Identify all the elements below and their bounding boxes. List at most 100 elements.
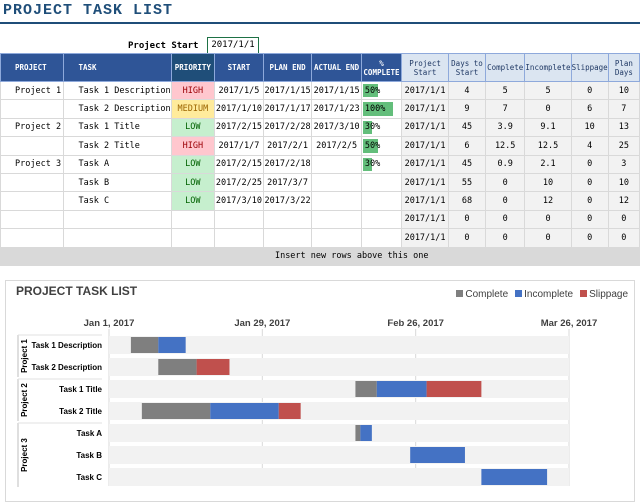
priority-cell[interactable]: LOW [170,191,216,211]
complete-cell[interactable]: 5 [484,80,526,101]
slippage-cell[interactable]: 0 [570,154,609,174]
pct-complete-cell[interactable] [360,191,403,211]
project-cell[interactable]: Project 2 [0,117,65,138]
plan-days-cell[interactable]: 25 [607,136,640,156]
table-row[interactable]: Task C LOW 2017/3/10 2017/3/22 2017/1/1 68 0 12… [0,191,640,211]
project-start-cell[interactable]: 2017/1/1 [401,117,449,138]
plan-end-cell[interactable] [262,209,313,230]
incomplete-cell[interactable]: 10 [524,172,572,193]
slippage-cell[interactable]: 4 [570,136,609,156]
pct-complete-cell[interactable]: 30% [360,117,403,138]
project-start-cell[interactable]: 2017/1/1 [401,228,449,248]
pct-complete-cell[interactable] [360,228,403,248]
table-row[interactable]: 2017/1/1 0 0 0 0 0 [0,209,640,230]
pct-complete-cell[interactable]: 100% [360,99,403,119]
days-to-start-cell[interactable]: 9 [448,99,486,119]
start-cell[interactable]: 2017/3/10 [214,191,264,211]
start-cell[interactable]: 2017/2/25 [214,172,264,193]
start-cell[interactable]: 2017/1/7 [214,136,264,156]
project-start-cell[interactable]: 2017/1/1 [401,99,449,119]
task-cell[interactable]: Task 1 Title [63,117,172,138]
start-cell[interactable] [214,209,264,230]
task-cell[interactable]: Task A [63,154,172,174]
project-start-input[interactable]: 2017/1/1 [207,37,259,54]
actual-end-cell[interactable] [311,228,362,248]
priority-cell[interactable]: LOW [170,154,216,174]
incomplete-cell[interactable]: 0 [524,209,572,230]
days-to-start-cell[interactable]: 45 [448,154,486,174]
table-row[interactable]: Project 3 Task A LOW 2017/2/15 2017/2/18 30% 2… [0,154,640,174]
slippage-cell[interactable]: 0 [570,80,609,101]
project-start-cell[interactable]: 2017/1/1 [401,154,449,174]
project-cell[interactable]: Project 3 [0,154,65,174]
plan-end-cell[interactable]: 2017/1/17 [262,99,313,119]
actual-end-cell[interactable]: 2017/2/5 [311,136,362,156]
pct-complete-cell[interactable] [360,172,403,193]
table-row[interactable]: Task 2 Description MEDIUM 2017/1/10 2017/1/… [0,99,640,119]
priority-cell[interactable]: MEDIUM [170,99,216,119]
actual-end-cell[interactable] [311,191,362,211]
pct-complete-cell[interactable]: 30% [360,154,403,174]
start-cell[interactable] [214,228,264,248]
actual-end-cell[interactable] [311,154,362,174]
project-cell[interactable] [0,209,65,230]
plan-days-cell[interactable]: 0 [607,228,640,248]
priority-cell[interactable] [170,228,216,248]
days-to-start-cell[interactable]: 45 [448,117,486,138]
priority-cell[interactable]: HIGH [170,136,216,156]
task-cell[interactable] [63,209,172,230]
priority-cell[interactable]: LOW [170,117,216,138]
slippage-cell[interactable]: 0 [570,209,609,230]
slippage-cell[interactable]: 0 [570,228,609,248]
incomplete-cell[interactable]: 12.5 [524,136,572,156]
project-start-cell[interactable]: 2017/1/1 [401,80,449,101]
plan-days-cell[interactable]: 12 [607,191,640,211]
actual-end-cell[interactable] [311,172,362,193]
project-start-cell[interactable]: 2017/1/1 [401,172,449,193]
complete-cell[interactable]: 0 [484,191,526,211]
days-to-start-cell[interactable]: 68 [448,191,486,211]
actual-end-cell[interactable] [311,209,362,230]
task-cell[interactable]: Task C [63,191,172,211]
table-row[interactable]: Project 2 Task 1 Title LOW 2017/2/15 2017/2/… [0,117,640,138]
priority-cell[interactable]: LOW [170,172,216,193]
days-to-start-cell[interactable]: 4 [448,80,486,101]
complete-cell[interactable]: 3.9 [484,117,526,138]
start-cell[interactable]: 2017/1/5 [214,80,264,101]
actual-end-cell[interactable]: 2017/1/23 [311,99,362,119]
plan-days-cell[interactable]: 10 [607,80,640,101]
actual-end-cell[interactable]: 2017/3/10 [311,117,362,138]
plan-end-cell[interactable]: 2017/2/28 [262,117,313,138]
project-cell[interactable] [0,228,65,248]
table-row[interactable]: 2017/1/1 0 0 0 0 0 [0,228,640,248]
plan-end-cell[interactable]: 2017/3/7 [262,172,313,193]
incomplete-cell[interactable]: 12 [524,191,572,211]
complete-cell[interactable]: 0 [484,209,526,230]
start-cell[interactable]: 2017/2/15 [214,154,264,174]
plan-end-cell[interactable]: 2017/2/1 [262,136,313,156]
incomplete-cell[interactable]: 2.1 [524,154,572,174]
table-row[interactable]: Task 2 Title HIGH 2017/1/7 2017/2/1 2017/2/5… [0,136,640,156]
days-to-start-cell[interactable]: 0 [448,228,486,248]
pct-complete-cell[interactable]: 50% [360,80,403,101]
days-to-start-cell[interactable]: 55 [448,172,486,193]
priority-cell[interactable] [170,209,216,230]
complete-cell[interactable]: 7 [484,99,526,119]
start-cell[interactable]: 2017/1/10 [214,99,264,119]
days-to-start-cell[interactable]: 6 [448,136,486,156]
incomplete-cell[interactable]: 9.1 [524,117,572,138]
table-row[interactable]: Project 1 Task 1 Description HIGH 2017/1/5 2… [0,80,640,101]
plan-days-cell[interactable]: 0 [607,209,640,230]
plan-end-cell[interactable]: 2017/1/15 [262,80,313,101]
plan-end-cell[interactable]: 2017/2/18 [262,154,313,174]
task-cell[interactable]: Task 2 Title [63,136,172,156]
plan-end-cell[interactable] [262,228,313,248]
project-cell[interactable] [0,172,65,193]
task-cell[interactable]: Task B [63,172,172,193]
project-start-cell[interactable]: 2017/1/1 [401,136,449,156]
days-to-start-cell[interactable]: 0 [448,209,486,230]
project-cell[interactable] [0,136,65,156]
complete-cell[interactable]: 0 [484,228,526,248]
task-cell[interactable]: Task 2 Description [63,99,172,119]
plan-days-cell[interactable]: 7 [607,99,640,119]
